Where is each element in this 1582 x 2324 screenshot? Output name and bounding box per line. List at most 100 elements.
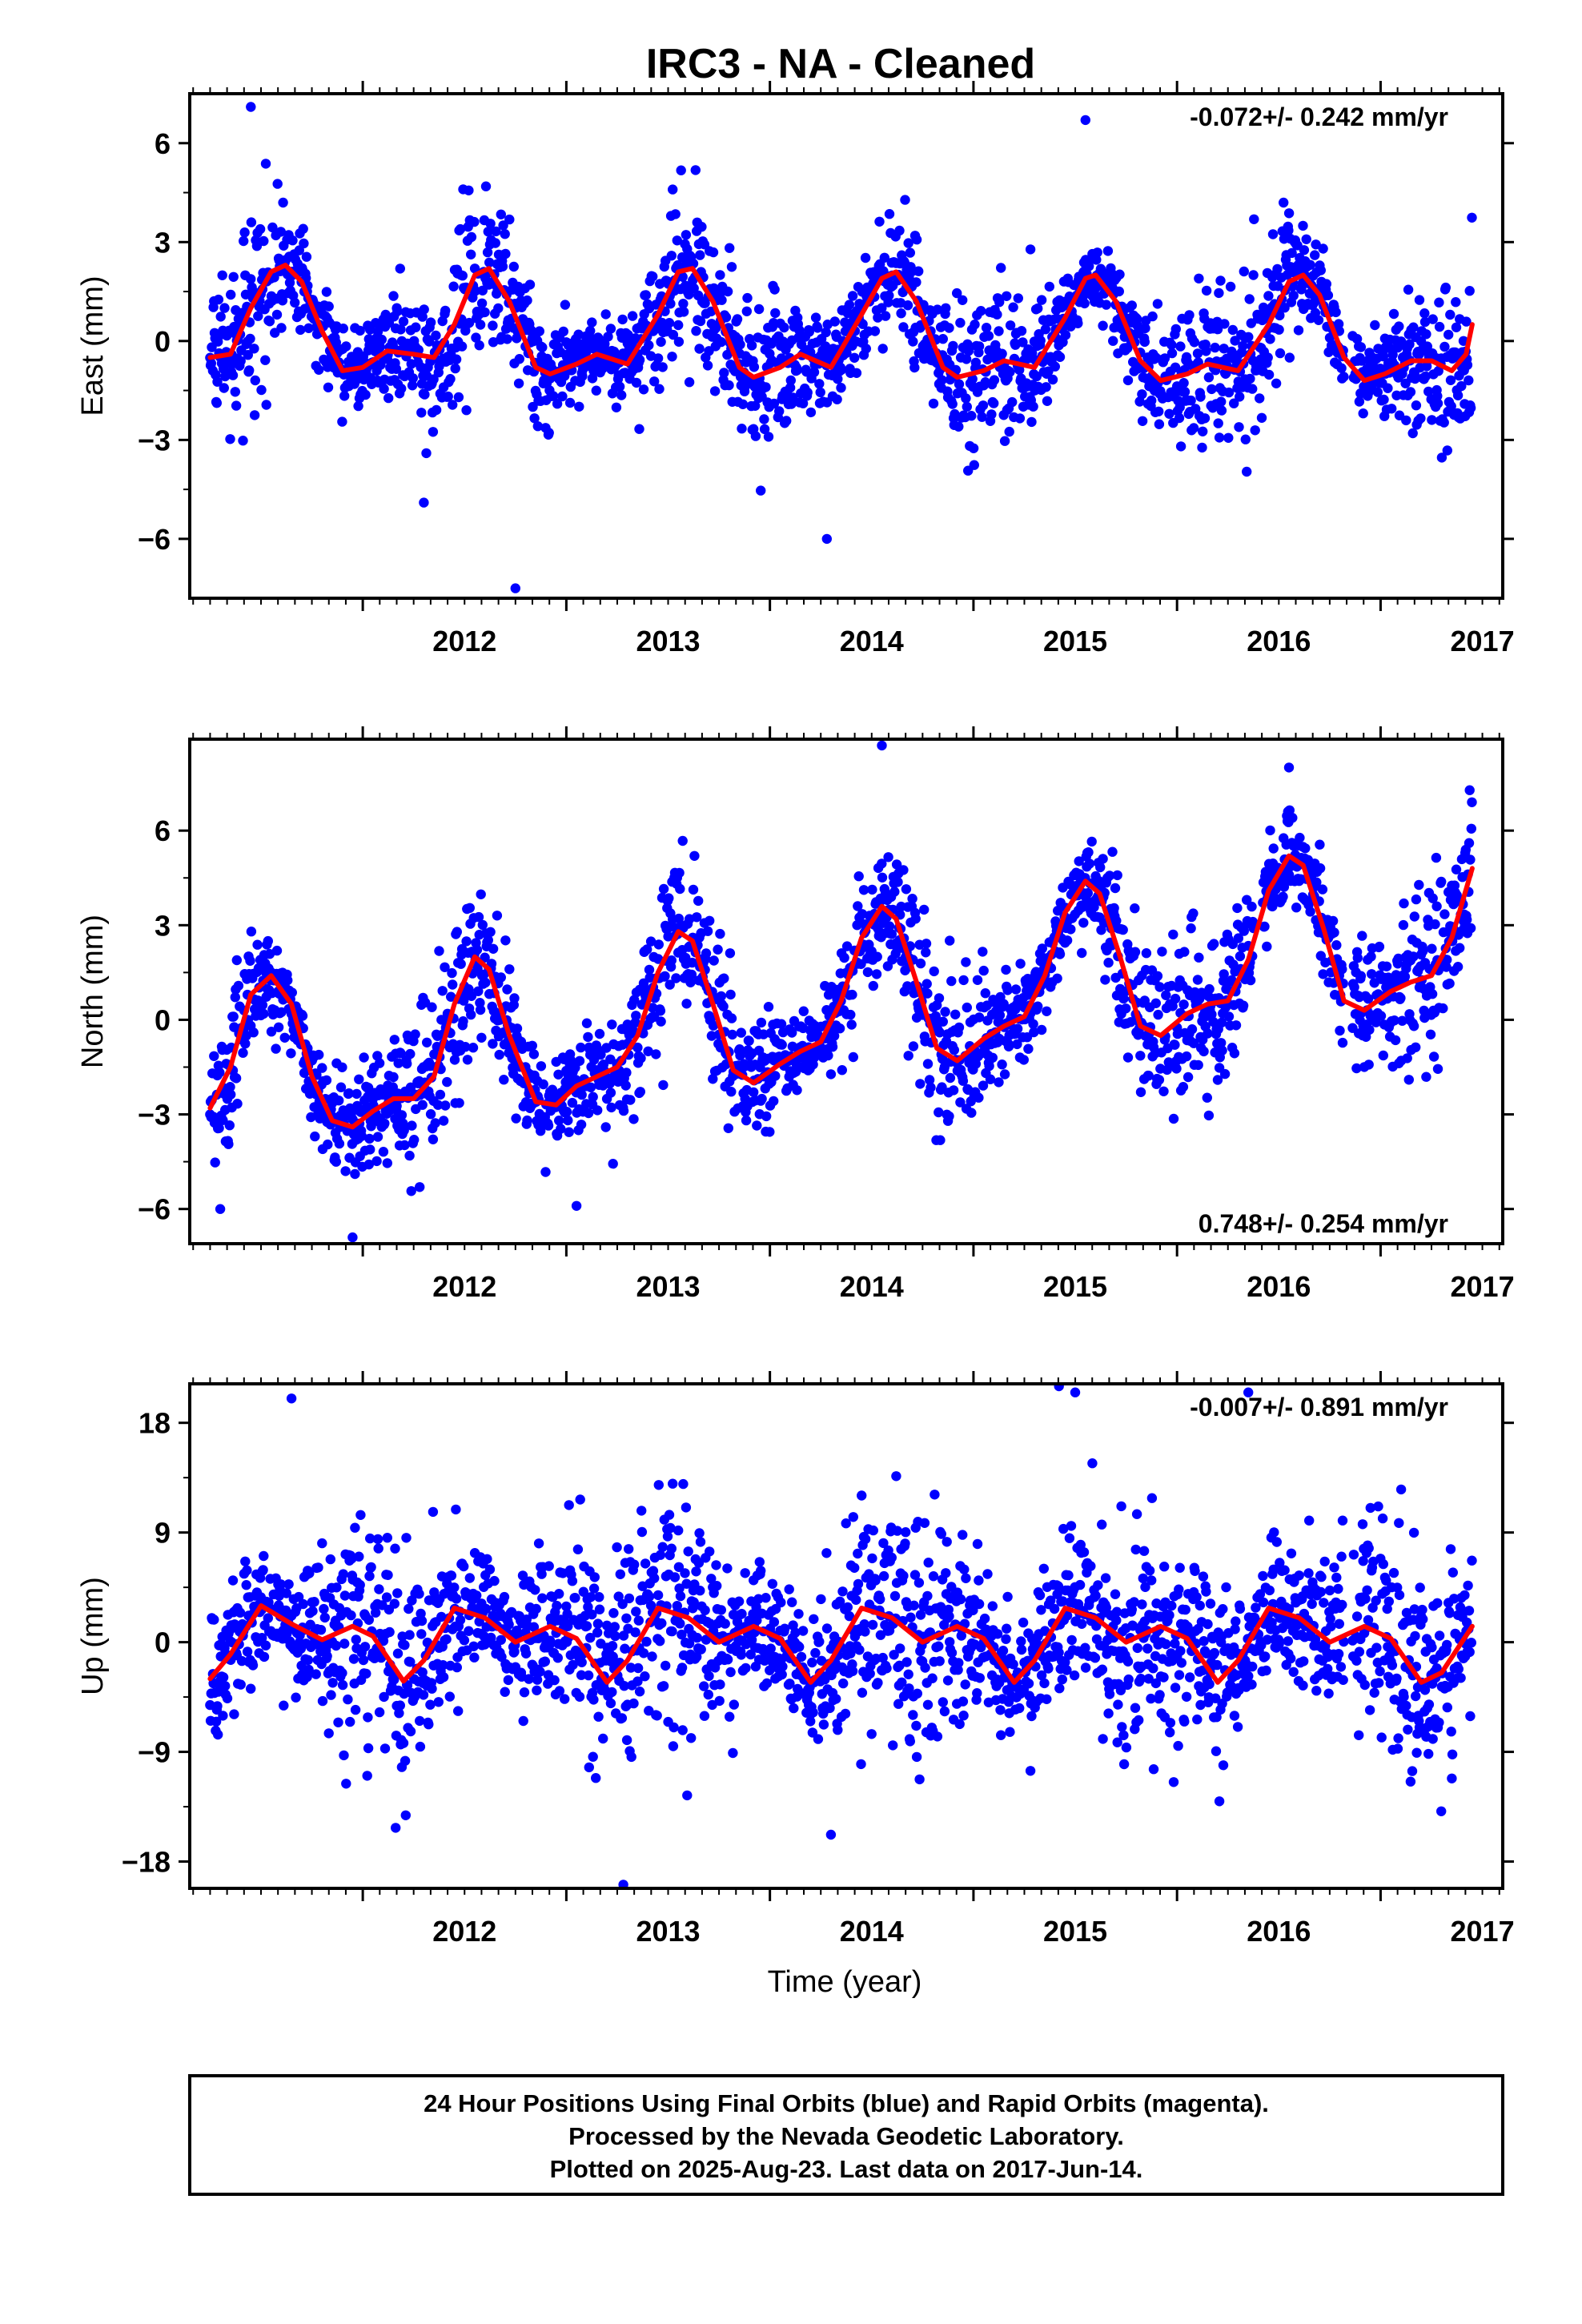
east-point bbox=[769, 284, 780, 295]
east-point bbox=[1255, 393, 1265, 404]
north-point bbox=[592, 1105, 603, 1116]
north-point bbox=[1052, 973, 1062, 984]
east-point bbox=[631, 377, 642, 388]
east-point bbox=[981, 323, 992, 333]
north-point bbox=[1425, 1029, 1436, 1040]
north-point bbox=[628, 1114, 639, 1124]
north-point bbox=[1154, 982, 1165, 992]
east-point bbox=[1212, 324, 1223, 335]
north-point bbox=[949, 1044, 960, 1055]
east-point bbox=[695, 316, 706, 327]
up-point bbox=[339, 1750, 349, 1761]
east-point bbox=[966, 411, 977, 421]
north-point bbox=[232, 1099, 243, 1109]
north-point bbox=[1143, 1071, 1154, 1081]
north-point bbox=[233, 980, 244, 991]
north-point bbox=[1395, 993, 1406, 1003]
east-point bbox=[398, 316, 409, 327]
east-point bbox=[496, 209, 506, 219]
east-point bbox=[558, 326, 568, 337]
north-point bbox=[945, 1072, 956, 1084]
up-point bbox=[398, 1738, 409, 1748]
north-point bbox=[371, 1156, 382, 1167]
east-point bbox=[457, 271, 468, 281]
up-point bbox=[404, 1603, 414, 1614]
east-point bbox=[1041, 382, 1051, 392]
north-point bbox=[1053, 906, 1063, 916]
north-point bbox=[944, 1111, 954, 1122]
north-point bbox=[271, 1043, 281, 1054]
north-point bbox=[430, 1118, 440, 1128]
east-point bbox=[1263, 369, 1275, 380]
north-point bbox=[561, 1107, 572, 1117]
east-point bbox=[670, 209, 681, 219]
north-point bbox=[410, 1029, 420, 1039]
north-point bbox=[340, 1166, 351, 1176]
east-point bbox=[1401, 415, 1411, 426]
up-point bbox=[363, 1712, 373, 1723]
east-point bbox=[1203, 372, 1215, 383]
east-point bbox=[323, 382, 334, 392]
north-point bbox=[452, 927, 462, 937]
north-point bbox=[1186, 923, 1196, 934]
east-point bbox=[480, 307, 490, 318]
north-point bbox=[763, 1002, 774, 1012]
east-point bbox=[275, 227, 286, 237]
east-point bbox=[849, 352, 860, 363]
north-point bbox=[574, 1055, 585, 1067]
north-point bbox=[334, 1096, 344, 1106]
north-point bbox=[230, 992, 240, 1003]
east-point bbox=[476, 298, 488, 308]
east-point bbox=[1240, 434, 1251, 444]
north-point bbox=[1098, 854, 1108, 864]
north-point bbox=[1403, 1075, 1415, 1085]
up-point bbox=[405, 1657, 416, 1667]
north-point bbox=[564, 1127, 574, 1137]
east-point bbox=[211, 398, 222, 408]
north-point bbox=[935, 1135, 946, 1145]
north-point bbox=[1001, 964, 1011, 975]
east-point bbox=[1245, 373, 1255, 384]
north-point bbox=[910, 914, 921, 924]
north-point bbox=[496, 972, 506, 983]
east-point bbox=[684, 377, 695, 388]
east-point bbox=[1036, 295, 1047, 305]
north-point bbox=[1111, 915, 1122, 926]
up-point bbox=[350, 1522, 360, 1533]
east-point bbox=[600, 309, 611, 320]
east-point bbox=[1323, 290, 1334, 300]
north-point bbox=[1204, 983, 1215, 995]
north-point bbox=[364, 1133, 375, 1144]
north-point bbox=[1317, 884, 1328, 895]
east-point bbox=[428, 374, 439, 384]
east-point bbox=[534, 326, 544, 336]
north-point bbox=[1135, 1087, 1146, 1098]
north-point bbox=[1448, 899, 1459, 910]
north-point bbox=[658, 1080, 669, 1091]
north-point bbox=[706, 1031, 717, 1041]
north-point bbox=[554, 1116, 564, 1126]
east-point bbox=[900, 195, 910, 205]
east-point bbox=[779, 322, 789, 333]
north-point bbox=[631, 1011, 641, 1021]
north-point bbox=[769, 1096, 779, 1107]
east-point bbox=[617, 314, 628, 325]
north-point bbox=[1291, 903, 1302, 913]
east-point bbox=[440, 305, 451, 316]
up-point bbox=[355, 1510, 366, 1521]
north-point bbox=[1267, 901, 1278, 912]
east-point bbox=[508, 261, 519, 272]
north-point bbox=[527, 1040, 537, 1051]
east-point bbox=[360, 389, 371, 400]
north-point bbox=[655, 1006, 666, 1016]
east-ytick-label: −3 bbox=[138, 424, 171, 456]
east-point bbox=[884, 290, 894, 301]
east-point bbox=[431, 404, 442, 416]
east-point bbox=[970, 320, 980, 330]
east-point bbox=[963, 346, 974, 356]
east-point bbox=[260, 355, 271, 365]
east-point bbox=[954, 379, 965, 389]
up-point bbox=[220, 1681, 231, 1691]
east-point bbox=[1336, 363, 1347, 373]
north-point bbox=[1232, 903, 1243, 914]
